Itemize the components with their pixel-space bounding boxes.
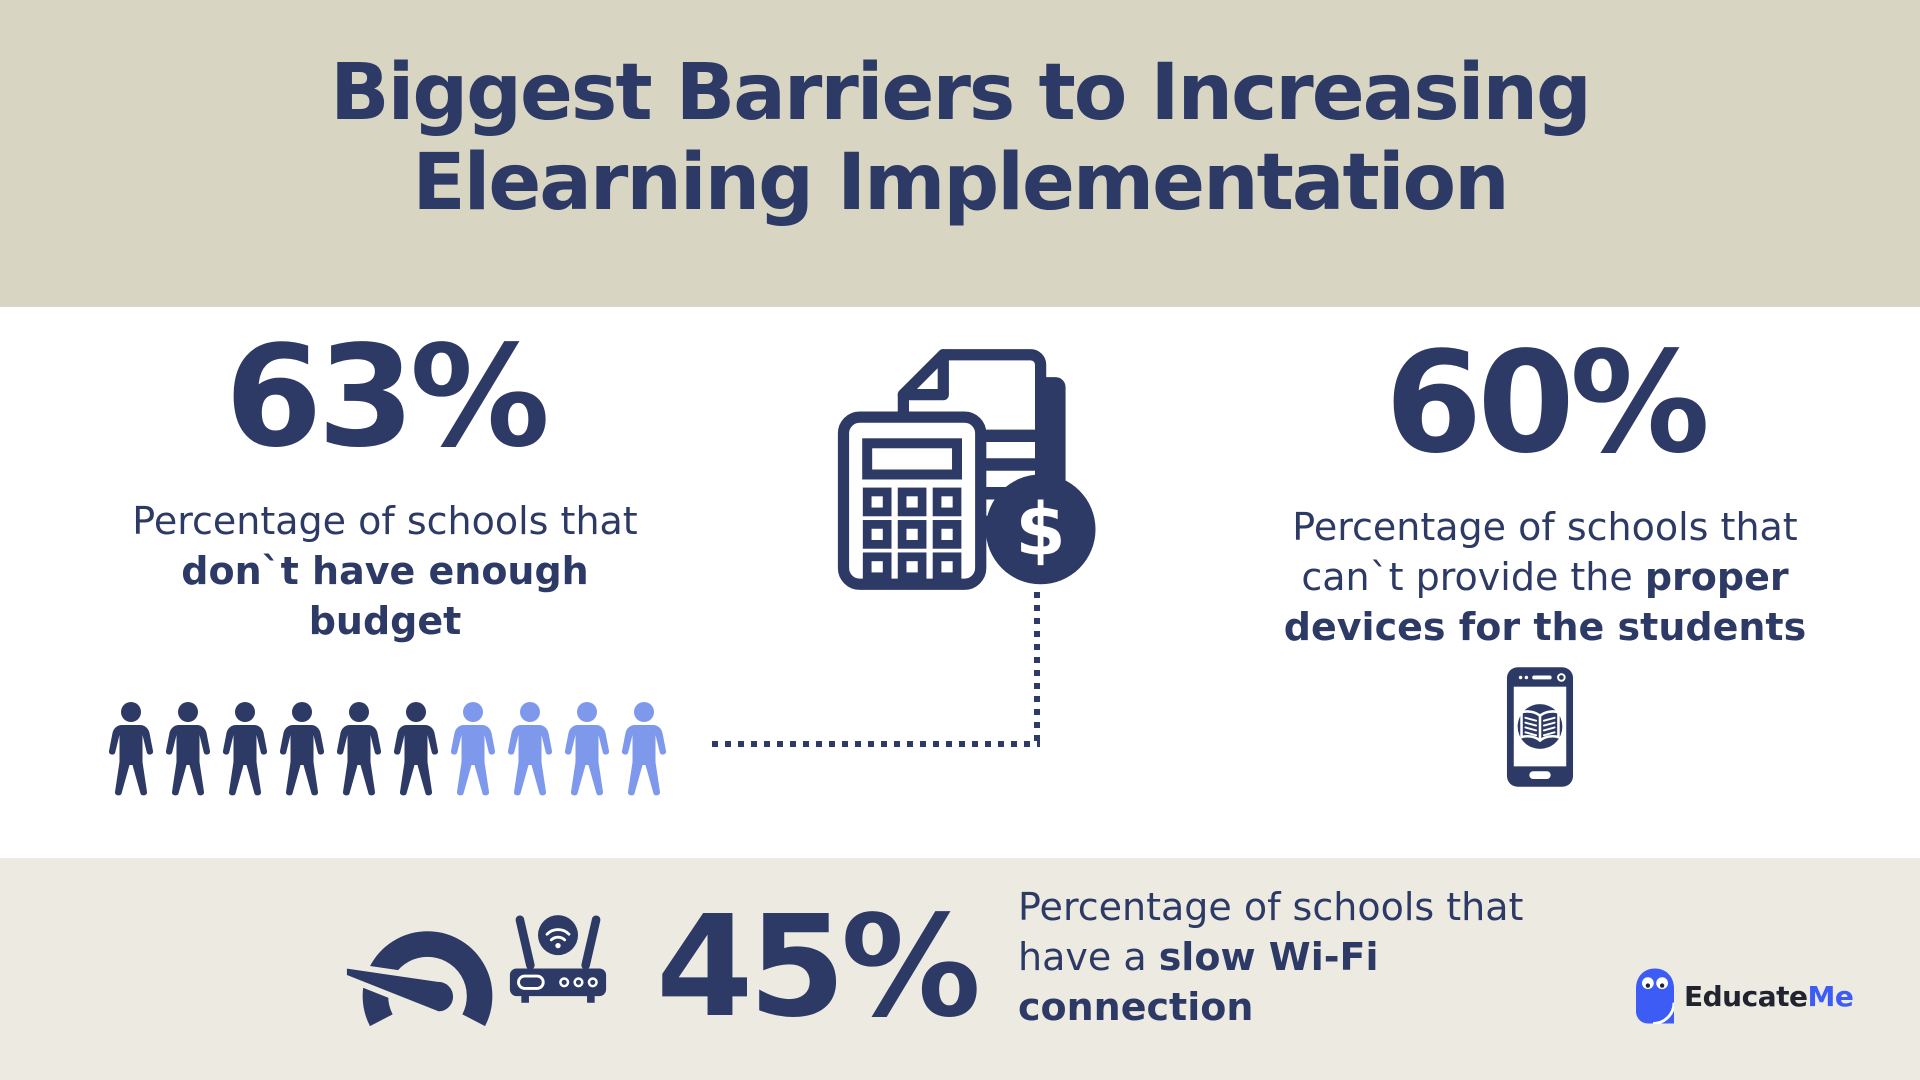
- bottom-band: [0, 858, 1920, 1080]
- dotted-connector-horizontal: [712, 741, 1040, 747]
- educateme-logo: EducateMe: [1636, 968, 1854, 1024]
- stat-devices: 60% Percentage of schools that can`t pro…: [1245, 334, 1845, 652]
- logo-text-accent: Me: [1807, 979, 1854, 1013]
- page-title: Biggest Barriers to Increasing Elearning…: [0, 48, 1920, 229]
- calculator-documents-dollar-icon: $: [837, 349, 1096, 590]
- person-icon: [507, 702, 553, 796]
- owl-icon: [1636, 968, 1674, 1024]
- person-icon: [393, 702, 439, 796]
- title-line-2: Elearning Implementation: [412, 138, 1509, 229]
- speedometer-icon: [342, 931, 493, 1027]
- person-icon: [165, 702, 211, 796]
- stat-budget-description: Percentage of schools that don`t have en…: [120, 496, 650, 646]
- stat-wifi-desc-bold: slow Wi-Fi connection: [1018, 935, 1379, 1030]
- person-icon: [279, 702, 325, 796]
- wifi-router-icon: [509, 915, 607, 1003]
- person-icon: [450, 702, 496, 796]
- stat-budget: 63% Percentage of schools that don`t hav…: [120, 328, 650, 646]
- person-icon: [222, 702, 268, 796]
- stat-devices-desc-bold: proper devices for the students: [1283, 555, 1807, 650]
- stat-budget-value: 63%: [224, 316, 550, 479]
- person-icon: [108, 702, 154, 796]
- smartphone-ebook-icon: [1506, 667, 1574, 787]
- stat-budget-desc-bold: don`t have enough budget: [181, 549, 589, 644]
- stat-wifi-value: 45%: [656, 886, 981, 1049]
- stat-budget-desc-normal: Percentage of schools that: [132, 499, 638, 543]
- person-icon: [621, 702, 667, 796]
- top-band: [0, 0, 1920, 307]
- stat-wifi-description: Percentage of schools that have a slow W…: [1018, 882, 1578, 1032]
- dotted-connector-vertical: [1034, 592, 1040, 742]
- person-icon: [564, 702, 610, 796]
- stat-wifi-desc-normal: Percentage of schools that have a: [1018, 885, 1524, 980]
- stat-devices-description: Percentage of schools that can`t provide…: [1245, 502, 1845, 652]
- stat-devices-value: 60%: [1384, 322, 1710, 485]
- stat-devices-desc-normal: Percentage of schools that can`t provide…: [1292, 505, 1798, 600]
- svg-text:$: $: [1015, 488, 1065, 572]
- title-line-1: Biggest Barriers to Increasing: [330, 48, 1592, 138]
- person-icon: [336, 702, 382, 796]
- logo-wordmark: EducateMe: [1684, 979, 1854, 1013]
- people-pictogram: [106, 702, 669, 797]
- logo-text-dark: Educate: [1684, 979, 1808, 1013]
